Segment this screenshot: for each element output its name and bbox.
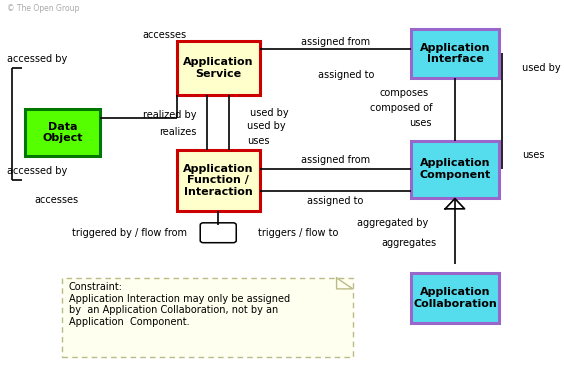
Text: accesses: accesses [142, 30, 187, 40]
Text: uses: uses [248, 136, 270, 146]
Text: Application
Function /
Interaction: Application Function / Interaction [183, 164, 253, 197]
Text: Application
Interface: Application Interface [420, 43, 490, 64]
Text: accesses: accesses [35, 195, 79, 205]
Text: composes: composes [379, 88, 429, 98]
Text: used by: used by [522, 63, 561, 73]
Text: uses: uses [409, 118, 431, 128]
Text: used by: used by [248, 121, 286, 131]
FancyBboxPatch shape [177, 42, 260, 95]
FancyBboxPatch shape [411, 29, 499, 78]
Text: accessed by: accessed by [7, 166, 67, 176]
Text: Application
Component: Application Component [419, 159, 491, 180]
Text: triggers / flow to: triggers / flow to [258, 228, 338, 238]
FancyBboxPatch shape [411, 273, 499, 323]
Text: assigned to: assigned to [307, 195, 363, 206]
FancyBboxPatch shape [62, 278, 352, 357]
Text: uses: uses [522, 149, 545, 160]
Text: aggregated by: aggregated by [358, 217, 429, 228]
FancyBboxPatch shape [411, 141, 499, 198]
Text: assigned to: assigned to [318, 70, 374, 79]
Text: composed of: composed of [370, 103, 433, 113]
Text: aggregates: aggregates [382, 238, 437, 248]
Text: Application
Collaboration: Application Collaboration [413, 287, 497, 309]
Text: Application
Service: Application Service [183, 57, 253, 79]
FancyBboxPatch shape [200, 223, 236, 243]
Text: realized by: realized by [143, 110, 197, 120]
Text: Data
Object: Data Object [42, 122, 82, 143]
FancyBboxPatch shape [177, 150, 260, 210]
Text: © The Open Group: © The Open Group [7, 4, 79, 13]
Text: assigned from: assigned from [301, 155, 370, 165]
FancyBboxPatch shape [25, 109, 100, 156]
Text: Constraint:
Application Interaction may only be assigned
by  an Application Coll: Constraint: Application Interaction may … [69, 282, 290, 327]
Text: used by: used by [250, 108, 289, 118]
Text: triggered by / flow from: triggered by / flow from [72, 228, 187, 238]
Text: accessed by: accessed by [7, 54, 67, 64]
Text: assigned from: assigned from [301, 37, 370, 47]
Text: realizes: realizes [159, 127, 197, 137]
